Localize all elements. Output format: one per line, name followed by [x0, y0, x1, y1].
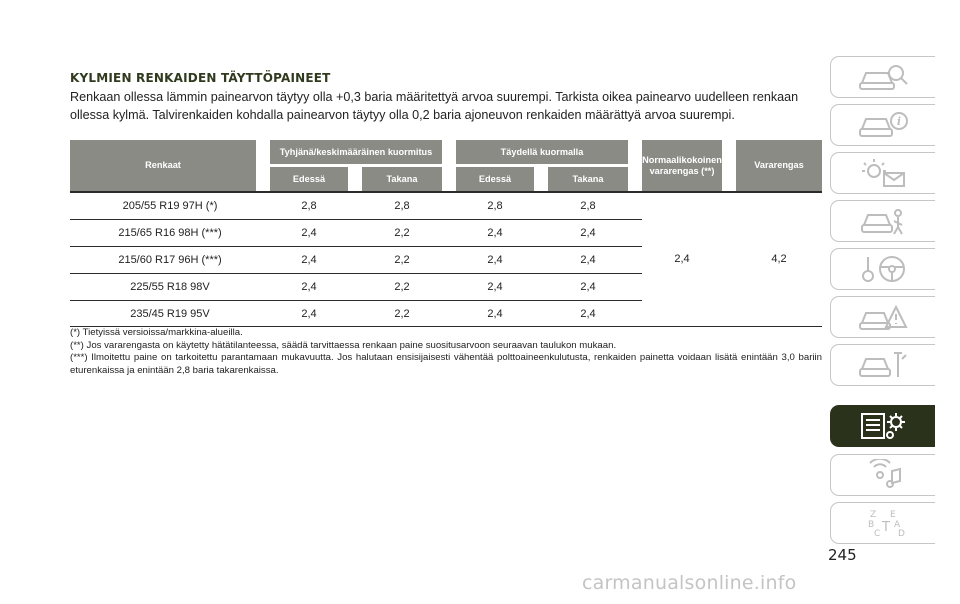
- tyre-size-cell: 205/55 R19 97H (*): [122, 200, 218, 212]
- emergency-icon: [859, 304, 908, 330]
- index-letter: D: [898, 529, 905, 539]
- header-unladen: Tyhjänä/keskimääräinen kuormitus: [270, 140, 442, 164]
- header-normal-spare: Normaalikokoinen vararengas (**): [642, 140, 722, 191]
- header-laden-front: Edessä: [456, 167, 534, 191]
- tab-index[interactable]: Z E B A C D T: [830, 502, 935, 544]
- spare-value: 4,2: [771, 253, 787, 265]
- table-bottom-rule: [70, 326, 822, 327]
- value-cell: 2,4: [487, 227, 503, 239]
- value-cell: 2,4: [580, 227, 596, 239]
- value-cell: 2,4: [487, 281, 503, 293]
- header-laden-rear: Takana: [548, 167, 628, 191]
- value-cell: 2,4: [580, 281, 596, 293]
- footnote-1: (*) Tietyissä versioissa/markkina-alueil…: [70, 327, 243, 338]
- value-cell: 2,2: [394, 227, 410, 239]
- value-cell: 2,8: [301, 200, 317, 212]
- tab-starting-driving[interactable]: [830, 248, 935, 290]
- index-letter: C: [874, 529, 880, 539]
- safety-airbag-icon: [861, 209, 903, 235]
- multimedia-icon: [869, 459, 901, 488]
- page-number: 245: [828, 546, 857, 564]
- row-divider: [70, 219, 642, 220]
- value-cell: 2,8: [580, 200, 596, 212]
- tyre-size-cell: 225/55 R18 98V: [130, 281, 210, 293]
- tyre-pressure-table: Renkaat Tyhjänä/keskimääräinen kuormitus…: [70, 140, 822, 327]
- service-maintenance-icon: [859, 352, 907, 377]
- normal-spare-value: 2,4: [674, 253, 690, 265]
- tab-technical-data[interactable]: [830, 405, 935, 447]
- technical-data-icon: [861, 413, 905, 439]
- header-unladen-front: Edessä: [270, 167, 348, 191]
- tab-warning-lights[interactable]: [830, 152, 935, 194]
- footnotes: (*) Tietyissä versioissa/markkina-alueil…: [70, 327, 822, 377]
- header-spare: Vararengas: [736, 140, 822, 191]
- header-laden: Täydellä kuormalla: [456, 140, 628, 164]
- tab-emergency[interactable]: [830, 296, 935, 338]
- row-divider: [70, 246, 642, 247]
- value-cell: 2,4: [580, 254, 596, 266]
- index-icon: Z E B A C D T: [868, 510, 905, 539]
- tyre-size-cell: 235/45 R19 95V: [130, 308, 210, 320]
- header-unladen-rear: Takana: [362, 167, 442, 191]
- row-divider: [70, 300, 642, 301]
- header-rule: [70, 191, 822, 193]
- value-cell: 2,2: [394, 308, 410, 320]
- watermark: carmanualsonline.info: [582, 572, 797, 594]
- footnote-2: (**) Jos vararengasta on käytetty hätäti…: [70, 339, 617, 351]
- value-cell: 2,4: [301, 227, 317, 239]
- tab-multimedia[interactable]: [830, 454, 935, 496]
- tab-service[interactable]: [830, 344, 935, 386]
- value-cell: 2,8: [487, 200, 503, 212]
- value-cell: 2,4: [580, 308, 596, 320]
- index-letter: B: [868, 520, 874, 530]
- index-letter: Z: [870, 510, 876, 520]
- index-letter: E: [890, 510, 896, 520]
- index-letter: A: [894, 520, 901, 530]
- intro-paragraph: Renkaan ollessa lämmin painearvon täytyy…: [70, 90, 799, 122]
- svg-text:i: i: [897, 115, 901, 128]
- value-cell: 2,8: [394, 200, 410, 212]
- starting-driving-icon: [862, 256, 905, 282]
- section-heading: KYLMIEN RENKAIDEN TÄYTTÖPAINEET: [70, 71, 331, 85]
- tab-safety[interactable]: [830, 200, 935, 242]
- row-divider: [70, 273, 642, 274]
- tab-dashboard[interactable]: [830, 56, 935, 98]
- value-cell: 2,4: [487, 308, 503, 320]
- value-cell: 2,4: [487, 254, 503, 266]
- dashboard-car-icon: [859, 65, 908, 90]
- value-cell: 2,2: [394, 254, 410, 266]
- value-cell: 2,4: [301, 254, 317, 266]
- footnote-3: (***) Ilmoitettu paine on tarkoitettu pa…: [70, 352, 822, 376]
- value-cell: 2,2: [394, 281, 410, 293]
- header-tyres: Renkaat: [70, 140, 256, 191]
- tyre-size-cell: 215/60 R17 96H (***): [118, 254, 222, 266]
- tyre-size-cell: 215/65 R16 98H (***): [118, 227, 222, 239]
- warning-lights-icon: [862, 159, 905, 187]
- index-letter: T: [881, 520, 890, 535]
- tab-car-info[interactable]: i: [830, 104, 935, 146]
- value-cell: 2,4: [301, 308, 317, 320]
- value-cell: 2,4: [301, 281, 317, 293]
- car-info-icon: i: [859, 112, 908, 137]
